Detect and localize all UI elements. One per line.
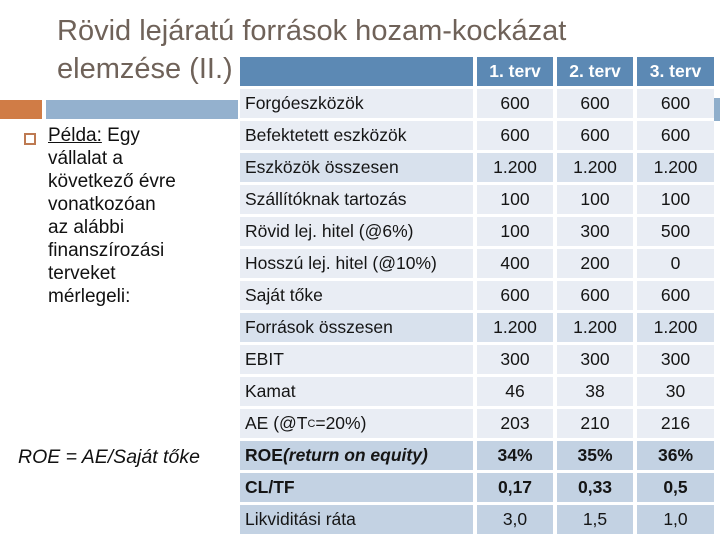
table-row-value: 1,0 [637, 505, 714, 534]
table-row-value: 100 [637, 185, 714, 214]
table-row-label: Kamat [240, 377, 473, 406]
table-row-value: 300 [557, 217, 633, 246]
accent-bar-right-sliver [714, 98, 720, 121]
accent-bar-orange [0, 100, 42, 119]
table-row-label-part: Szállítóknak tartozás [245, 189, 407, 209]
table-row-label: Források összesen [240, 313, 473, 342]
bullet-square-icon [24, 133, 36, 145]
table-row-value: 400 [477, 249, 553, 278]
table-row-label-part: Hosszú lej. hitel (@10%) [245, 253, 437, 273]
table-row-value: 36% [637, 441, 714, 470]
table-row-label: Eszközök összesen [240, 153, 473, 182]
table-row-label-part: Likviditási ráta [245, 509, 356, 529]
table-row-value: 1.200 [557, 153, 633, 182]
accent-bar-blue [46, 100, 238, 119]
table-row-label: Forgóeszközök [240, 89, 473, 118]
table-row-value: 600 [477, 281, 553, 310]
table-row-value: 30 [637, 377, 714, 406]
bullet-lead-underlined: Példa: [48, 125, 102, 146]
table-row-value: 600 [477, 121, 553, 150]
table-row-value: 38 [557, 377, 633, 406]
table-row-value: 46 [477, 377, 553, 406]
table-row-value: 100 [477, 185, 553, 214]
roe-formula: ROE = AE/Saját tőke [18, 446, 200, 468]
table-row-label-part: AE (@T [245, 413, 308, 433]
table-header-col-2: 2. terv [557, 57, 633, 86]
table-row-label-part: (return on equity) [282, 445, 428, 465]
table-row-value: 216 [637, 409, 714, 438]
table-row-label: AE (@T C =20%) [240, 409, 473, 438]
table-row-label-part: Saját tőke [245, 285, 323, 305]
table-row-value: 0,5 [637, 473, 714, 502]
plans-table: 1. terv 2. terv 3. terv Forgóeszközök 600 600… [240, 57, 714, 534]
bullet-rest: Egy vállalat a következő évre vonatkozóa… [48, 125, 176, 307]
table-row-label-part: CL/TF [245, 477, 295, 497]
table-row-value: 1.200 [557, 313, 633, 342]
table-row-label-part: EBIT [245, 349, 284, 369]
table-row-value: 100 [477, 217, 553, 246]
table-row-value: 203 [477, 409, 553, 438]
table-row-value: 35% [557, 441, 633, 470]
table-row-label: Befektetett eszközök [240, 121, 473, 150]
bullet-text: Példa: Egy vállalat a következő évre von… [48, 124, 248, 308]
table-row-value: 1.200 [477, 313, 553, 342]
table-row-value: 200 [557, 249, 633, 278]
table-row-label: Szállítóknak tartozás [240, 185, 473, 214]
table-row-label-part: =20%) [315, 413, 367, 433]
table-row-label: Hosszú lej. hitel (@10%) [240, 249, 473, 278]
slide-title: Rövid lejáratú források hozam-kockázat e… [57, 15, 567, 85]
table-row-value: 100 [557, 185, 633, 214]
table-row-value: 1.200 [637, 313, 714, 342]
table-header-col-3: 3. terv [637, 57, 714, 86]
table-row-label: EBIT [240, 345, 473, 374]
table-row-value: 0 [637, 249, 714, 278]
table-row-label-part: Forgóeszközök [245, 93, 364, 113]
table-row-value: 1,5 [557, 505, 633, 534]
table-row-value: 600 [637, 281, 714, 310]
table-row-value: 600 [477, 89, 553, 118]
table-header-col-1: 1. terv [477, 57, 553, 86]
table-row-value: 210 [557, 409, 633, 438]
table-row-label-part: Eszközök összesen [245, 157, 399, 177]
table-row-value: 1.200 [637, 153, 714, 182]
table-row-value: 600 [557, 89, 633, 118]
table-row-label-part: Kamat [245, 381, 296, 401]
table-row-value: 3,0 [477, 505, 553, 534]
table-row-value: 500 [637, 217, 714, 246]
table-row-label: Likviditási ráta [240, 505, 473, 534]
table-row-value: 34% [477, 441, 553, 470]
table-row-value: 600 [557, 281, 633, 310]
table-row-label-part: Források összesen [245, 317, 393, 337]
table-row-value: 1.200 [477, 153, 553, 182]
table-row-label-part: Befektetett eszközök [245, 125, 407, 145]
table-row-value: 300 [557, 345, 633, 374]
table-row-label: ROE (return on equity) [240, 441, 473, 470]
table-row-value: 0,33 [557, 473, 633, 502]
table-row-value: 600 [637, 89, 714, 118]
table-row-value: 600 [557, 121, 633, 150]
table-row-label: CL/TF [240, 473, 473, 502]
table-row-label: Saját tőke [240, 281, 473, 310]
table-row-label-part: Rövid lej. hitel (@6%) [245, 221, 414, 241]
table-row-label-part: ROE [245, 445, 283, 465]
table-row-value: 300 [637, 345, 714, 374]
table-header-empty [240, 57, 473, 86]
table-row-value: 600 [637, 121, 714, 150]
table-row-value: 0,17 [477, 473, 553, 502]
table-row-label: Rövid lej. hitel (@6%) [240, 217, 473, 246]
table-row-value: 300 [477, 345, 553, 374]
